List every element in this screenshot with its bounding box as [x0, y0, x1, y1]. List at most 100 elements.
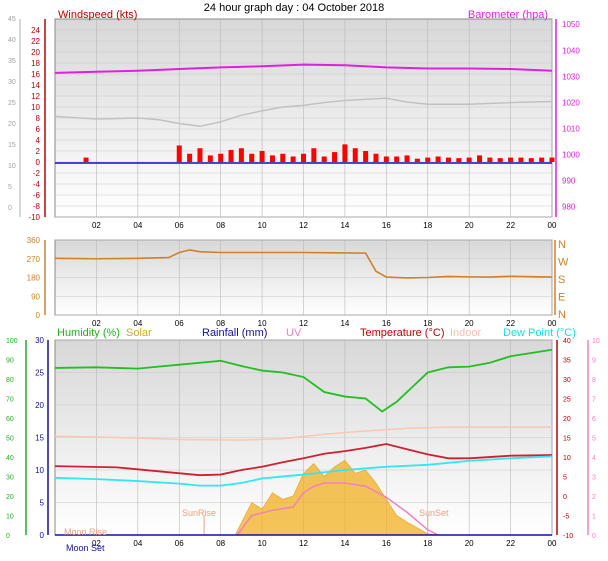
- windspeed-bar: [363, 151, 369, 162]
- compass-label: N: [558, 239, 566, 251]
- direction-line: [54, 249, 553, 279]
- x-tick-label: 10: [258, 319, 267, 328]
- temperature-legend: Temperature (°C): [360, 327, 444, 339]
- outer-tick-label: 20: [8, 121, 16, 128]
- windspeed-bar: [414, 158, 420, 162]
- dewpoint-legend: Dew Point (°C): [503, 327, 576, 339]
- rainfall-tick-label: 30: [35, 336, 44, 345]
- x-tick-label: 08: [216, 319, 225, 328]
- humidity-grid: [55, 339, 553, 536]
- dewpoint-line: [54, 455, 553, 487]
- x-tick-label: 16: [382, 221, 391, 230]
- windspeed-tick-label: 10: [31, 103, 40, 112]
- windspeed-bar: [290, 156, 296, 162]
- windspeed-bar: [197, 148, 203, 162]
- solar-legend: Solar: [126, 327, 152, 339]
- humidity-series: [54, 348, 553, 536]
- windspeed-tick-label: 2: [36, 147, 41, 156]
- sunset-annotation: SunSet: [419, 508, 449, 518]
- temperature-tick-label: 20: [563, 416, 571, 423]
- windspeed-bar: [249, 153, 255, 162]
- rainfall-tick-label: 10: [35, 466, 44, 475]
- rainfall-tick-label: 5: [40, 499, 45, 508]
- windspeed-bar: [352, 148, 358, 162]
- direction-tick-label: 90: [31, 292, 40, 301]
- temperature-tick-label: 10: [563, 455, 571, 462]
- x-tick-label: 12: [299, 539, 308, 548]
- windspeed-bar: [321, 156, 327, 162]
- windspeed-tick-label: 18: [31, 59, 40, 68]
- windspeed-bar: [497, 158, 503, 162]
- x-tick-label: 04: [133, 221, 142, 230]
- outer-tick-label: 35: [8, 58, 16, 65]
- barometer-line: [54, 63, 553, 74]
- compass-label: W: [558, 257, 569, 269]
- uv-tick-label: 1: [592, 514, 596, 521]
- x-tick-label: 12: [299, 221, 308, 230]
- windspeed-tick-label: 14: [31, 81, 40, 90]
- uv-tick-label: 6: [592, 416, 596, 423]
- temperature-tick-label: 30: [563, 377, 571, 384]
- windspeed-tick-label: 0: [36, 158, 41, 167]
- windspeed-bar: [528, 158, 534, 162]
- wind-axes: -10-8-6-4-202468101214161820222498099010…: [8, 16, 580, 230]
- windspeed-tick-label: 22: [31, 37, 40, 46]
- windspeed-bar: [332, 152, 338, 162]
- x-tick-label: 02: [92, 319, 101, 328]
- uv-legend: UV: [286, 327, 302, 339]
- x-tick-label: 20: [465, 221, 474, 230]
- windspeed-tick-label: -2: [33, 169, 41, 178]
- direction-tick-label: 180: [27, 274, 41, 283]
- humidity-tick-label: 60: [6, 416, 14, 423]
- windspeed-bar: [487, 157, 493, 162]
- temperature-tick-label: 0: [563, 494, 567, 501]
- windspeed-bar: [342, 144, 348, 162]
- x-tick-label: 16: [382, 539, 391, 548]
- barometer-tick-label: 1040: [562, 46, 580, 55]
- indoor-line: [54, 426, 552, 441]
- x-tick-label: 22: [506, 319, 515, 328]
- windspeed-bar: [373, 153, 379, 162]
- x-tick-label: 18: [423, 319, 432, 328]
- windspeed-bar: [301, 153, 306, 162]
- windspeed-tick-label: -6: [33, 191, 41, 200]
- windspeed-bar: [83, 157, 89, 162]
- x-tick-label: 06: [175, 319, 184, 328]
- barometer-tick-label: 980: [562, 203, 576, 212]
- x-tick-label: 08: [216, 539, 225, 548]
- windspeed-bar: [477, 155, 483, 162]
- x-tick-label: 02: [92, 539, 101, 548]
- direction-tick-label: 360: [27, 236, 41, 245]
- windspeed-tick-label: -10: [28, 213, 40, 222]
- rainfall-tick-label: 25: [35, 369, 44, 378]
- indoor-legend: Indoor: [450, 327, 482, 339]
- x-tick-label: 00: [548, 221, 557, 230]
- uv-tick-label: 0: [592, 533, 596, 540]
- x-tick-label: 20: [465, 319, 474, 328]
- humidity-tick-label: 30: [6, 475, 14, 482]
- windspeed-tick-label: 12: [31, 92, 40, 101]
- windspeed-bar: [549, 157, 555, 162]
- windspeed-bar: [228, 149, 234, 162]
- x-tick-label: 00: [548, 319, 557, 328]
- humidity-tick-label: 10: [6, 514, 14, 521]
- windspeed-bar: [425, 157, 431, 162]
- humidity-tick-label: 90: [6, 358, 14, 365]
- uv-tick-label: 4: [592, 455, 596, 462]
- compass-label: N: [558, 309, 566, 321]
- humidity-tick-label: 0: [6, 533, 10, 540]
- x-tick-label: 18: [423, 539, 432, 548]
- uv-tick-label: 5: [592, 436, 596, 443]
- humidity-tick-label: 80: [6, 377, 14, 384]
- solar-area: [234, 459, 439, 536]
- humidity-tick-label: 70: [6, 397, 14, 404]
- rainfall-tick-label: 15: [35, 434, 44, 443]
- windspeed-tick-label: 4: [36, 136, 41, 145]
- direction-tick-label: 0: [36, 311, 41, 320]
- windspeed-bar: [280, 153, 286, 162]
- moonrise-annotation: Moon Rise: [64, 527, 107, 537]
- windspeed-bar: [269, 155, 275, 162]
- windspeed-bar: [518, 157, 524, 162]
